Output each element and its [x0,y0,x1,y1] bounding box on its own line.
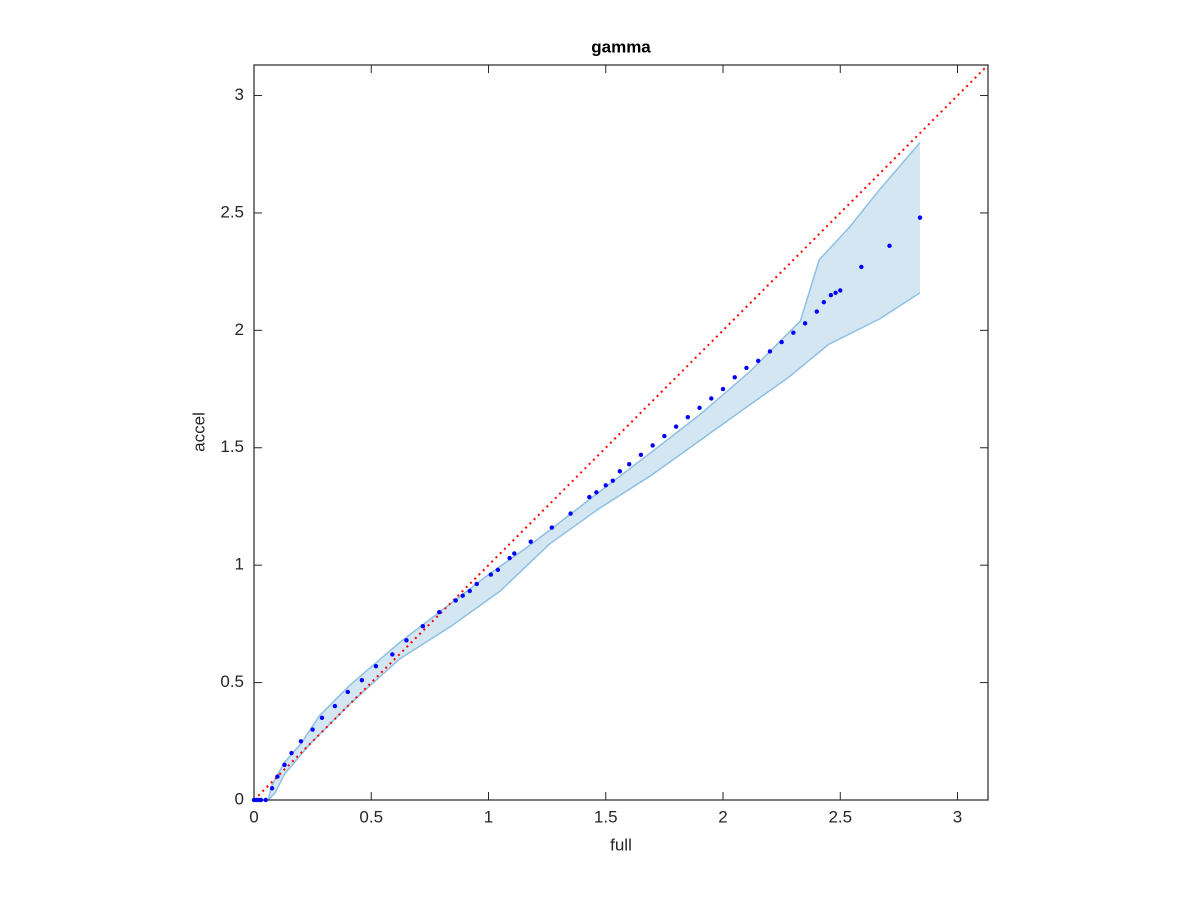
point [437,609,442,615]
point [549,525,555,530]
point [697,405,702,411]
chart-title: gamma [591,37,651,56]
y-axis-label: accel [189,412,208,452]
point [460,593,465,598]
point [258,797,264,803]
point [390,652,395,657]
point [650,443,655,448]
point [275,774,280,779]
y-tick-label: 1 [235,555,244,574]
point [744,365,749,371]
point [828,292,834,298]
point [507,555,512,561]
x-tick-label: 1.5 [594,807,618,826]
axes-box [253,64,989,801]
point [332,703,338,709]
x-tick-label: 1 [484,807,493,826]
point [709,396,714,401]
point [467,588,472,594]
point [603,483,608,488]
point [282,762,287,767]
x-axis-label: full [610,835,632,854]
point [610,478,615,483]
point [627,462,632,467]
point [917,215,923,220]
point [617,469,623,474]
point [453,598,458,603]
point [373,663,379,669]
point [488,572,494,577]
point [289,750,294,756]
y-tick-label: 3 [235,85,244,104]
point [474,581,479,587]
point [638,452,644,458]
point [404,638,409,643]
point [887,243,892,249]
point [662,433,667,439]
y-tick-label: 2.5 [220,202,244,221]
point [821,299,827,305]
reference-line [253,64,989,801]
x-tick-label: 2.5 [828,807,852,826]
x-tick-label: 3 [953,807,962,826]
point [802,321,808,326]
y-tick-label: 0.5 [220,672,244,691]
x-tick-label: 0.5 [359,807,383,826]
point [310,727,315,732]
point [755,358,761,364]
point [269,786,275,791]
point [319,715,325,721]
x-tick-label: 0 [249,807,258,826]
x-tick-label: 2 [718,807,727,826]
point [512,551,517,556]
point [594,490,599,495]
point [568,511,573,516]
point [859,264,864,270]
point [791,330,796,335]
point [732,375,737,380]
y-tick-label: 2 [235,320,244,339]
point [420,624,426,629]
point [767,349,773,354]
point [298,739,304,744]
point [359,678,365,683]
band-upper [267,142,921,801]
y-tick-label: 1.5 [220,437,244,456]
point [720,386,726,392]
point [673,424,679,429]
point [495,567,501,573]
point [838,288,843,293]
point [345,689,351,695]
band-fill [268,142,920,801]
band-lower [267,292,921,801]
point [814,309,820,314]
point [685,415,691,420]
point [833,290,838,295]
point [779,339,784,345]
point [587,494,592,500]
point [528,539,533,544]
point [263,797,268,803]
y-tick-label: 0 [235,789,244,808]
